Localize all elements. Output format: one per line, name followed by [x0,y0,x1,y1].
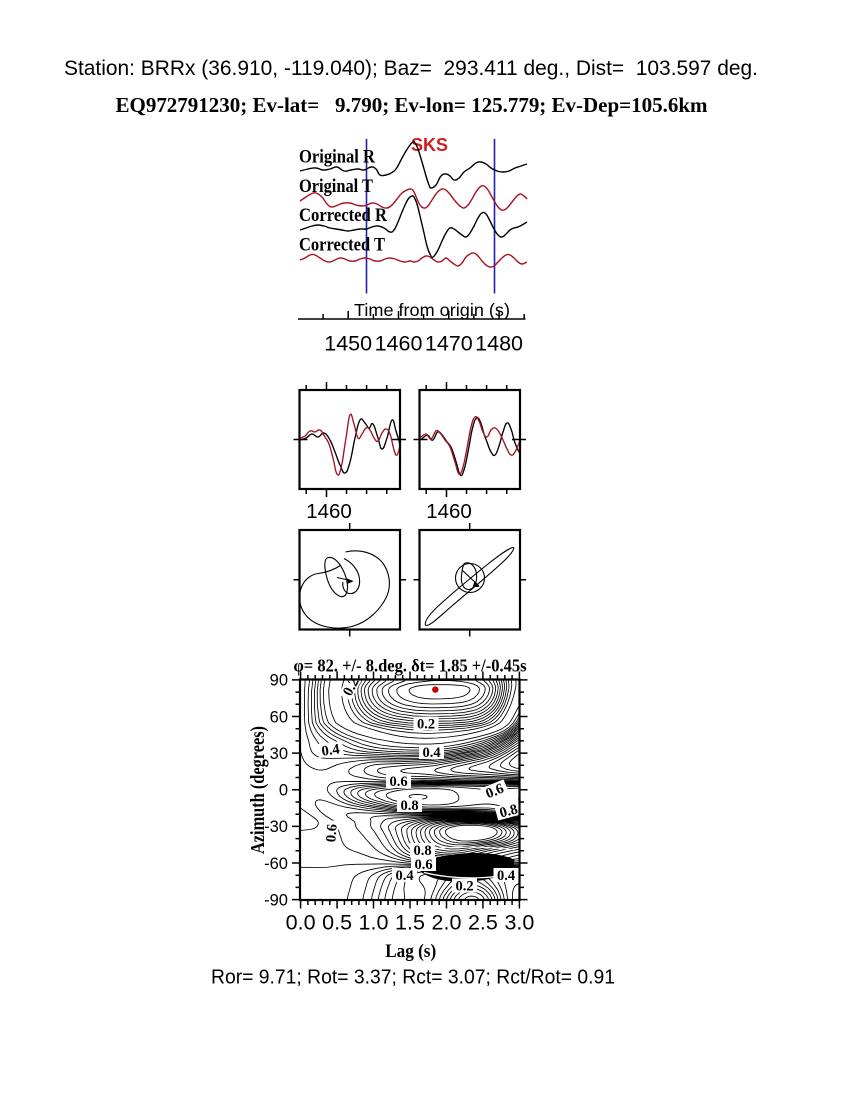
svg-text:0.6: 0.6 [389,774,407,790]
svg-text:Original T: Original T [299,177,374,197]
svg-text:Corrected T: Corrected T [299,236,386,256]
svg-text:1.5: 1.5 [395,911,425,935]
svg-text:60: 60 [270,708,288,726]
svg-text:0.5: 0.5 [322,911,352,935]
svg-text:1460: 1460 [426,500,472,523]
svg-text:0.2: 0.2 [417,717,435,733]
svg-text:0.2: 0.2 [340,675,363,699]
svg-text:-90: -90 [264,891,288,909]
svg-text:-30: -30 [264,818,288,836]
svg-text:1450: 1450 [324,332,372,356]
svg-text:1460: 1460 [375,332,423,356]
svg-text:0.4: 0.4 [321,741,341,759]
svg-text:0.4: 0.4 [422,745,440,761]
svg-text:0.4: 0.4 [395,868,413,884]
svg-text:0.0: 0.0 [286,911,316,935]
svg-text:30: 30 [270,745,288,763]
svg-text:2.5: 2.5 [468,911,498,935]
svg-text:Original R: Original R [299,148,376,168]
svg-text:0.8: 0.8 [400,798,418,814]
svg-text:1460: 1460 [306,500,352,523]
svg-text:3.0: 3.0 [504,911,534,935]
svg-text:2.0: 2.0 [432,911,462,935]
svg-text:-60: -60 [264,855,288,873]
svg-text:0.4: 0.4 [497,868,515,884]
svg-text:Station: BRRx (36.910, -119.04: Station: BRRx (36.910, -119.040); Baz= 2… [64,57,758,80]
svg-text:1470: 1470 [425,332,473,356]
svg-text:0.6: 0.6 [323,823,341,842]
svg-text:Lag (s): Lag (s) [385,941,436,962]
svg-text:SKS: SKS [411,135,448,155]
svg-text:φ= 82. +/- 8.deg. δt= 1.85 +/-: φ= 82. +/- 8.deg. δt= 1.85 +/-0.45s [294,656,527,676]
svg-text:Time from origin (s): Time from origin (s) [354,300,510,320]
svg-text:0.2: 0.2 [455,879,473,895]
svg-text:0.8: 0.8 [413,843,431,859]
svg-text:Corrected R: Corrected R [299,206,388,226]
svg-text:EQ972791230; Ev-lat= 9.790;: EQ972791230; Ev-lat= 9.790; Ev-lon= 125.… [116,93,708,117]
svg-text:0: 0 [279,782,288,800]
svg-text:0.8: 0.8 [498,801,520,821]
svg-text:Azimuth (degrees): Azimuth (degrees) [247,726,269,854]
svg-text:0.6: 0.6 [483,781,506,803]
svg-text:90: 90 [270,672,288,690]
svg-text:1480: 1480 [475,332,523,356]
svg-text:Ror= 9.71; Rot= 3.37; Rct= 3.0: Ror= 9.71; Rot= 3.37; Rct= 3.07; Rct/Rot… [211,967,615,989]
svg-text:1.0: 1.0 [359,911,389,935]
svg-text:0.6: 0.6 [414,857,432,873]
